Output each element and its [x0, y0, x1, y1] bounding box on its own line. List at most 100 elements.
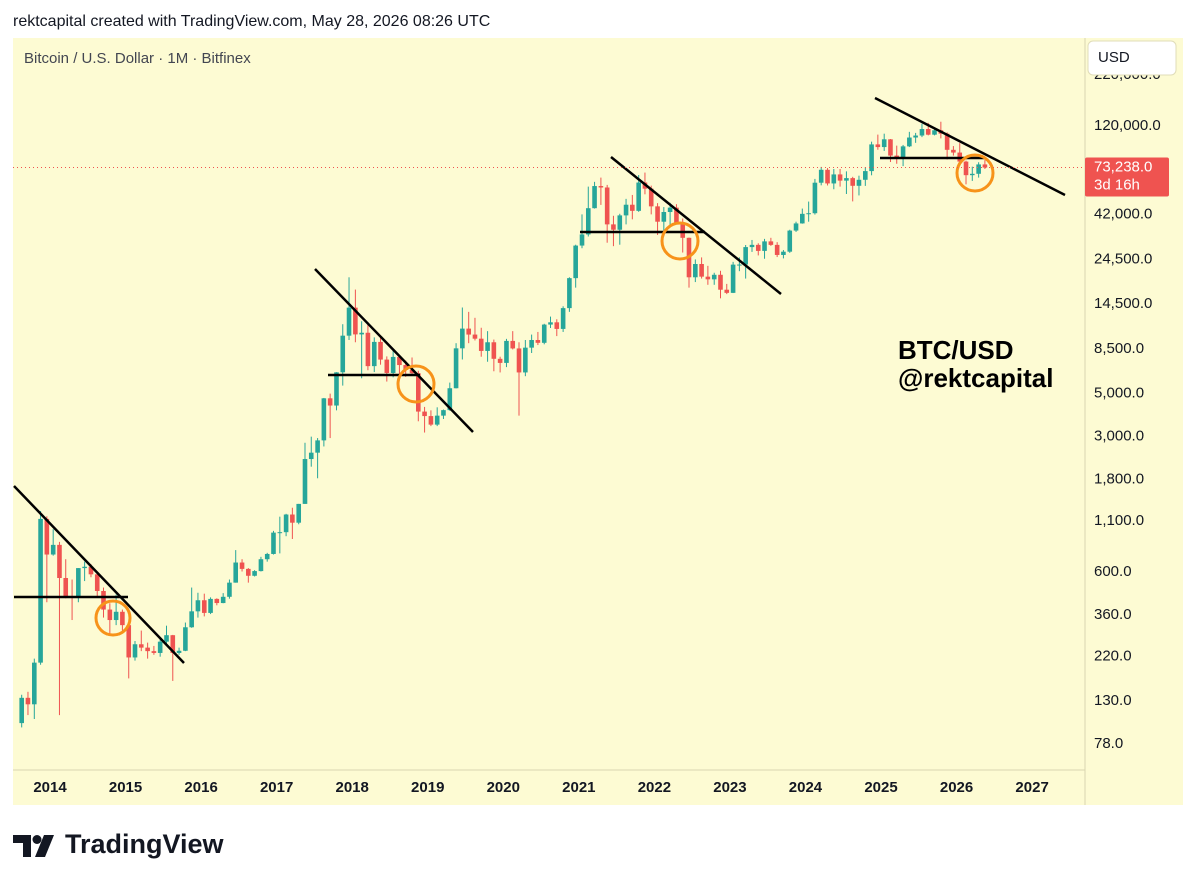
candle-body	[711, 274, 717, 280]
candle-body	[227, 582, 232, 597]
candle-body	[963, 161, 969, 176]
countdown: 3d 16h	[1094, 177, 1140, 194]
candle-body	[510, 340, 516, 349]
y-tick-label: 1,100.0	[1094, 512, 1144, 529]
candle-body	[233, 562, 239, 583]
candle-body	[214, 598, 220, 604]
candle-body	[302, 459, 308, 504]
candle-body	[246, 568, 251, 576]
candle-body	[567, 278, 572, 309]
candle-body	[762, 241, 767, 251]
candle-body	[844, 178, 849, 181]
x-tick-label: 2021	[562, 779, 595, 796]
x-tick-label: 2022	[638, 779, 671, 796]
candle-body	[258, 559, 264, 572]
chart-title: Bitcoin / U.S. Dollar · 1M · Bitfinex	[24, 50, 251, 67]
candle-body	[340, 335, 346, 373]
candle-body	[76, 568, 81, 598]
header: rektcapital created with TradingView.com…	[13, 13, 490, 30]
candle-body	[913, 135, 918, 138]
candle-body	[693, 264, 698, 278]
candle-body	[478, 338, 484, 351]
candle-body	[724, 289, 730, 293]
logo-mark	[32, 835, 42, 844]
candle-body	[768, 241, 774, 245]
logo-mark	[35, 835, 54, 857]
currency-box[interactable]	[1087, 40, 1177, 76]
candle-body	[126, 625, 132, 658]
candle-body	[592, 186, 597, 209]
candle-body	[441, 410, 446, 416]
currency[interactable]: USD	[1098, 49, 1130, 66]
candle-body	[371, 341, 377, 367]
candle-body	[598, 186, 604, 188]
x-tick-label: 2025	[864, 779, 897, 796]
candle-body	[151, 651, 157, 653]
candle-body	[825, 169, 830, 184]
candle-body	[705, 276, 711, 280]
candle-body	[44, 518, 50, 555]
x-tick-label: 2015	[109, 779, 142, 796]
candle-body	[661, 212, 667, 222]
candle-body	[516, 348, 522, 373]
last-price-box	[1085, 157, 1169, 197]
candle-body	[25, 697, 31, 705]
trendline	[13, 485, 185, 664]
candle-body	[894, 155, 900, 158]
candle-body	[195, 600, 201, 612]
x-tick-label: 2027	[1015, 779, 1048, 796]
candle-body	[384, 359, 390, 373]
candle-body	[907, 137, 912, 147]
candle-body	[529, 340, 534, 348]
candle-body	[308, 452, 314, 460]
candle-body	[88, 566, 94, 575]
candle-body	[982, 164, 988, 168]
candle-body	[718, 274, 723, 290]
candle-body	[145, 647, 150, 652]
candle-body	[397, 356, 402, 366]
annotation: BTC/USD	[898, 335, 1014, 365]
y-tick-label: 120,000.0	[1094, 117, 1161, 134]
candle-body	[774, 244, 780, 255]
y-tick-label: 600.0	[1094, 563, 1132, 580]
candle-body	[812, 182, 818, 214]
candle-body	[743, 247, 748, 265]
candle-body	[422, 411, 427, 417]
candle-body	[881, 139, 887, 148]
candle-body	[951, 149, 956, 153]
candle-body	[976, 164, 981, 174]
candle-body	[749, 244, 755, 248]
candle-body	[888, 139, 893, 156]
y-tick-label: 24,500.0	[1094, 251, 1152, 268]
candle-body	[296, 503, 302, 523]
last-price-label: 73,238.0	[1094, 159, 1152, 176]
candle-body	[264, 553, 270, 560]
candle-body	[466, 328, 471, 335]
highlight-circle	[660, 221, 700, 261]
x-tick-label: 2026	[940, 779, 973, 796]
candle-body	[132, 644, 138, 658]
trendline	[314, 268, 474, 433]
candle-body	[585, 208, 591, 235]
candle-body	[189, 611, 194, 628]
x-tick-label: 2019	[411, 779, 444, 796]
candle-body	[353, 307, 358, 335]
candle-body	[453, 348, 459, 389]
candle-body	[535, 340, 541, 343]
candle-body	[201, 600, 207, 613]
candle-body	[636, 182, 641, 211]
y-tick-label: 3,000.0	[1094, 428, 1144, 445]
candle-body	[485, 342, 490, 351]
candle-body	[63, 578, 69, 597]
candle-body	[321, 398, 327, 441]
candle-body	[157, 641, 163, 653]
candle-body	[755, 244, 761, 251]
candle-body	[283, 514, 289, 533]
candle-body	[730, 264, 736, 293]
logo-mark	[13, 835, 31, 857]
candle-body	[19, 697, 24, 724]
candle-body	[277, 532, 283, 534]
candle-body	[837, 174, 843, 181]
candle-body	[38, 518, 43, 663]
